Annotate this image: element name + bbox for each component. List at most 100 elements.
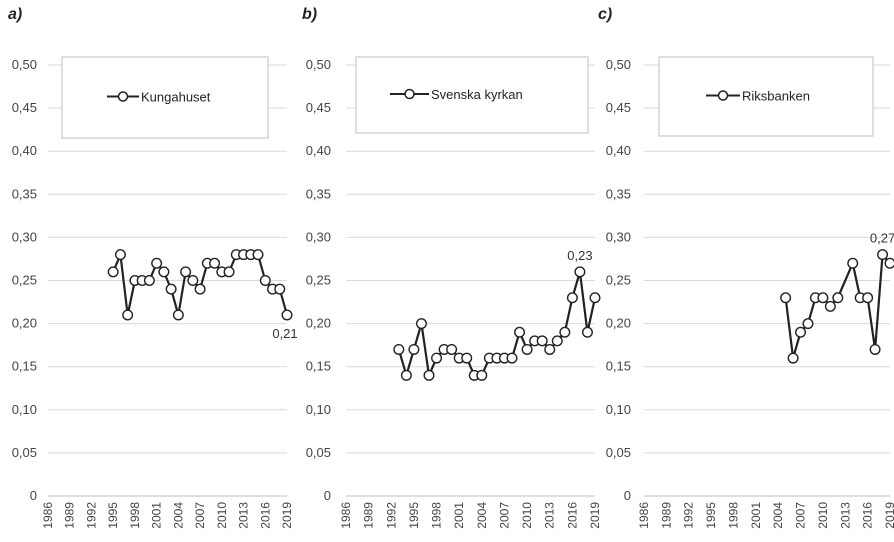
y-tick-label: 0	[624, 488, 631, 503]
x-tick-label: 1998	[726, 502, 740, 529]
data-point	[795, 326, 807, 338]
panel-label: c)	[598, 6, 613, 23]
data-point	[252, 249, 264, 261]
data-point	[165, 283, 177, 295]
x-tick-label: 1992	[682, 502, 696, 529]
y-tick-label: 0,35	[606, 186, 631, 201]
x-tick-label: 1995	[106, 502, 120, 529]
y-tick-label: 0,20	[606, 316, 631, 331]
y-tick-label: 0	[30, 488, 37, 503]
data-label: 0,23	[567, 248, 592, 263]
x-tick-label: 2004	[475, 502, 489, 529]
y-tick-label: 0,35	[12, 186, 37, 201]
data-point	[514, 326, 526, 338]
panel-label: a)	[8, 6, 23, 23]
data-point	[209, 257, 221, 269]
data-point	[574, 266, 586, 278]
x-tick-label: 1989	[362, 502, 376, 529]
data-point	[536, 335, 548, 347]
y-tick-label: 0,45	[12, 100, 37, 115]
chart-panel-b: b) 0 0,05 0,10 0,15 0,20 0,25 0,30 0,35 0,40 0,45…	[298, 0, 602, 542]
y-tick-label: 0,50	[306, 57, 331, 72]
data-point	[802, 318, 814, 330]
data-point	[446, 343, 458, 355]
y-tick-label: 0,20	[12, 316, 37, 331]
data-point	[884, 257, 894, 269]
data-point	[559, 326, 571, 338]
data-point	[869, 343, 881, 355]
y-tick-label: 0,15	[306, 359, 331, 374]
panel-label: b)	[302, 6, 318, 23]
x-tick-label: 1986	[339, 502, 353, 529]
x-tick-label: 1995	[704, 502, 718, 529]
data-point	[143, 275, 155, 287]
x-tick-label: 2007	[497, 502, 511, 529]
data-point	[259, 275, 271, 287]
data-point	[817, 292, 829, 304]
chart-panel-a: a) 0 0,05 0,10 0,15 0,20 0,25 0,30 0,35 0,40 0,45…	[0, 0, 298, 542]
x-tick-label: 1998	[128, 502, 142, 529]
y-tick-label: 0,40	[306, 143, 331, 158]
data-label: 0,27	[870, 231, 894, 246]
x-tick-label: 2001	[749, 502, 763, 529]
y-tick-label: 0,05	[12, 445, 37, 460]
legend-box	[61, 56, 269, 139]
data-point	[461, 352, 473, 364]
data-point	[114, 249, 126, 261]
y-tick-label: 0,50	[606, 57, 631, 72]
x-tick-label: 2004	[171, 502, 185, 529]
x-tick-label: 2004	[771, 502, 785, 529]
data-point	[180, 266, 192, 278]
y-tick-label: 0,30	[606, 229, 631, 244]
data-point	[172, 309, 184, 321]
y-tick-label: 0,45	[606, 100, 631, 115]
x-tick-label: 2001	[452, 502, 466, 529]
data-point	[158, 266, 170, 278]
y-tick-label: 0,40	[606, 143, 631, 158]
data-point	[521, 343, 533, 355]
y-tick-label: 0,20	[306, 316, 331, 331]
x-tick-label: 2016	[565, 502, 579, 529]
y-tick-label: 0,50	[12, 57, 37, 72]
y-tick-label: 0,05	[606, 445, 631, 460]
data-point	[506, 352, 518, 364]
chart-svg: 0 0,05 0,10 0,15 0,20 0,25 0,30 0,35 0,40 0,45 0,5…	[606, 56, 894, 529]
data-point	[476, 369, 488, 381]
x-tick-label: 2007	[794, 502, 808, 529]
data-point	[281, 309, 293, 321]
chart-svg: 0 0,05 0,10 0,15 0,20 0,25 0,30 0,35 0,40 0,45 0,5…	[306, 56, 602, 529]
x-tick-label: 2001	[150, 502, 164, 529]
x-tick-label: 2010	[215, 502, 229, 529]
data-point	[787, 352, 799, 364]
y-tick-label: 0,10	[306, 402, 331, 417]
y-tick-label: 0,40	[12, 143, 37, 158]
data-point	[824, 300, 836, 312]
y-tick-label: 0,35	[306, 186, 331, 201]
x-tick-label: 2013	[543, 502, 557, 529]
x-tick-label: 2019	[280, 502, 294, 529]
legend-label: Riksbanken	[742, 89, 810, 104]
chart-svg: 0 0,05 0,10 0,15 0,20 0,25 0,30 0,35 0,40 0,45 0,5…	[12, 56, 298, 529]
y-tick-label: 0,05	[306, 445, 331, 460]
x-tick-label: 1992	[84, 502, 98, 529]
data-point	[877, 249, 889, 261]
data-point	[415, 318, 427, 330]
data-point	[780, 292, 792, 304]
data-point	[122, 309, 134, 321]
x-tick-label: 2010	[520, 502, 534, 529]
y-tick-label: 0,45	[306, 100, 331, 115]
data-point	[832, 292, 844, 304]
data-point	[581, 326, 593, 338]
data-point	[393, 343, 405, 355]
x-tick-label: 2019	[883, 502, 894, 529]
data-point	[194, 283, 206, 295]
data-point	[107, 266, 119, 278]
x-tick-label: 2010	[816, 502, 830, 529]
y-tick-label: 0,10	[606, 402, 631, 417]
data-point	[423, 369, 435, 381]
data-point	[151, 257, 163, 269]
legend-label: Svenska kyrkan	[431, 87, 523, 102]
x-tick-label: 1998	[430, 502, 444, 529]
y-tick-label: 0	[324, 488, 331, 503]
x-tick-label: 1989	[63, 502, 77, 529]
